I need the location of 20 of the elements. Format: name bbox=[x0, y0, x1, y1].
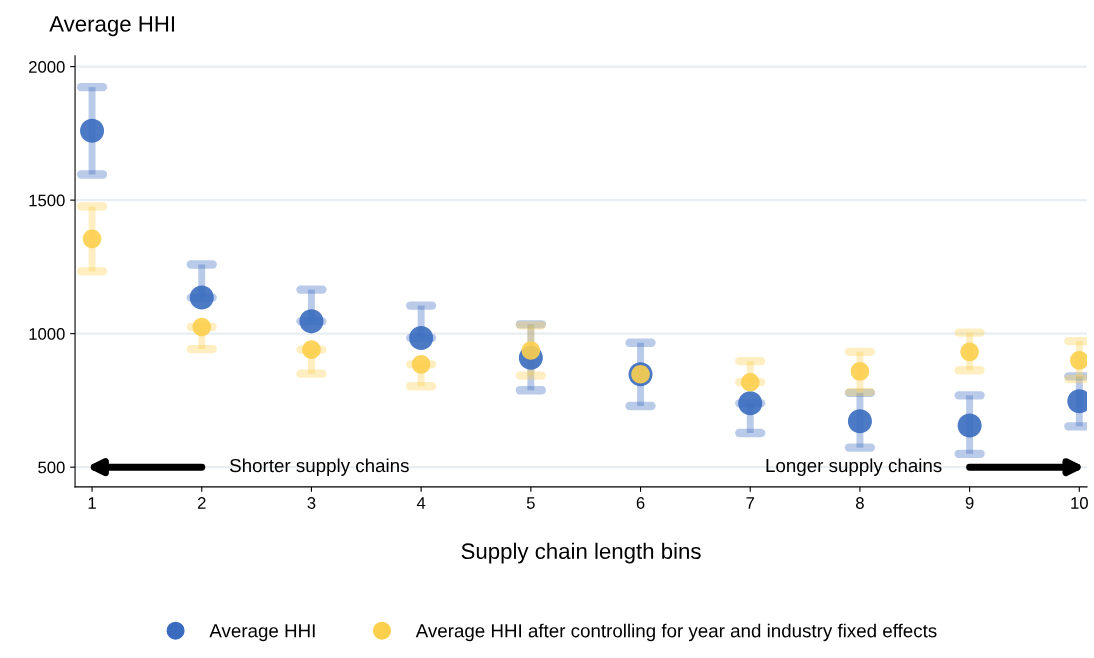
y-tick-label: 500 bbox=[38, 461, 65, 474]
x-tick-label: 10 bbox=[1071, 497, 1088, 509]
x-tick-label: 1 bbox=[88, 497, 96, 509]
x-tick-label: 4 bbox=[416, 497, 426, 509]
x-tick-label: 7 bbox=[746, 497, 755, 509]
x-tick-label: 2 bbox=[197, 497, 206, 509]
x-axis-title: Supply chain length bins bbox=[461, 542, 701, 564]
legend-label: Average HHI after controlling for year and industry fixed effects bbox=[415, 623, 937, 642]
annotation: Shorter supply chains bbox=[230, 458, 409, 476]
x-tick-label: 3 bbox=[307, 497, 316, 509]
annotation: Longer supply chains bbox=[766, 458, 942, 476]
legend-label: Average HHI bbox=[209, 624, 315, 642]
y-tick-label: 1500 bbox=[29, 194, 65, 207]
y-tick-label: 2000 bbox=[29, 61, 65, 73]
x-tick-label: 9 bbox=[965, 497, 974, 509]
y-tick-label: 1000 bbox=[29, 328, 65, 340]
x-tick-label: 6 bbox=[636, 497, 645, 509]
y-axis-title: Average HHI bbox=[49, 16, 175, 37]
x-tick-label: 5 bbox=[526, 497, 535, 509]
x-tick-label: 8 bbox=[856, 497, 864, 509]
